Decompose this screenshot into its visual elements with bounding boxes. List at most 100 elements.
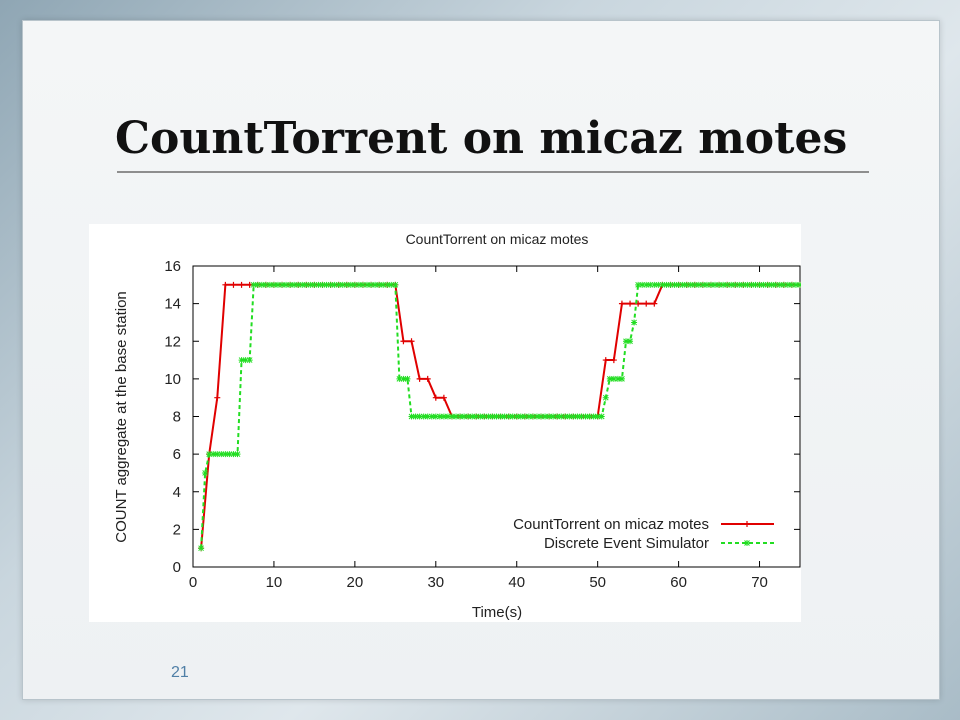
- data-point: [335, 281, 342, 288]
- data-point: [525, 413, 532, 420]
- data-point: [744, 540, 750, 546]
- data-point: [485, 413, 492, 420]
- data-point: [760, 281, 767, 288]
- data-point: [671, 281, 678, 288]
- data-point: [764, 281, 771, 288]
- data-point: [509, 413, 516, 420]
- data-point: [424, 413, 431, 420]
- y-tick-label: 12: [164, 333, 181, 350]
- data-point: [339, 281, 346, 288]
- data-point: [756, 281, 763, 288]
- slide: CountTorrent on micaz motes CountTorrent…: [22, 20, 940, 700]
- data-point: [400, 338, 407, 345]
- y-axis-label: COUNT aggregate at the base station: [113, 291, 130, 543]
- x-tick-label: 20: [347, 574, 364, 591]
- data-point: [327, 281, 334, 288]
- data-point: [784, 281, 791, 288]
- data-point: [250, 281, 257, 288]
- data-point: [311, 281, 318, 288]
- data-point: [372, 281, 379, 288]
- data-point: [355, 281, 362, 288]
- data-point: [234, 451, 241, 458]
- data-point: [533, 413, 540, 420]
- data-point: [343, 281, 350, 288]
- data-point: [481, 413, 488, 420]
- data-point: [246, 357, 253, 364]
- y-tick-label: 0: [173, 559, 181, 576]
- data-point: [424, 375, 431, 382]
- x-tick-label: 30: [427, 574, 444, 591]
- data-point: [513, 413, 520, 420]
- data-point: [347, 281, 354, 288]
- data-point: [416, 413, 423, 420]
- data-point: [303, 281, 310, 288]
- data-point: [465, 413, 472, 420]
- data-point: [780, 281, 787, 288]
- data-point: [538, 413, 545, 420]
- data-point: [453, 413, 460, 420]
- data-point: [574, 413, 581, 420]
- data-point: [238, 281, 245, 288]
- data-point: [432, 394, 439, 401]
- data-point: [368, 281, 375, 288]
- data-point: [582, 413, 589, 420]
- data-point: [416, 375, 423, 382]
- data-point: [432, 413, 439, 420]
- y-tick-label: 4: [173, 484, 181, 501]
- data-point: [400, 375, 407, 382]
- x-tick-label: 40: [508, 574, 525, 591]
- data-point: [517, 413, 524, 420]
- data-point: [542, 413, 549, 420]
- y-tick-label: 6: [173, 446, 181, 463]
- data-point: [222, 281, 229, 288]
- data-point: [695, 281, 702, 288]
- data-point: [388, 281, 395, 288]
- slide-number: 21: [171, 664, 189, 681]
- data-point: [699, 281, 706, 288]
- data-point: [772, 281, 779, 288]
- data-point: [748, 281, 755, 288]
- data-point: [287, 281, 294, 288]
- title-divider: [117, 171, 869, 173]
- data-point: [222, 451, 229, 458]
- series-layer: [198, 281, 803, 552]
- data-point: [469, 413, 476, 420]
- data-point: [323, 281, 330, 288]
- data-point: [687, 281, 694, 288]
- chart-panel: CountTorrent on micaz motes Time(s) COUN…: [89, 224, 803, 622]
- y-tick-label: 16: [164, 258, 181, 275]
- data-point: [618, 375, 625, 382]
- line-chart: CountTorrent on micaz motes Time(s) COUN…: [113, 231, 803, 621]
- data-point: [675, 281, 682, 288]
- data-point: [440, 413, 447, 420]
- data-point: [643, 300, 650, 307]
- data-point: [720, 281, 727, 288]
- data-point: [546, 413, 553, 420]
- data-point: [529, 413, 536, 420]
- x-axis-label: Time(s): [472, 604, 522, 621]
- data-point: [440, 394, 447, 401]
- data-point: [254, 281, 261, 288]
- y-tick-label: 10: [164, 371, 181, 388]
- data-point: [457, 413, 464, 420]
- data-point: [392, 281, 399, 288]
- data-point: [570, 413, 577, 420]
- data-point: [752, 281, 759, 288]
- data-point: [295, 281, 302, 288]
- data-point: [797, 281, 803, 288]
- legend-label: Discrete Event Simulator: [544, 535, 709, 552]
- data-point: [618, 300, 625, 307]
- x-tick-label: 0: [189, 574, 197, 591]
- data-point: [655, 281, 662, 288]
- data-point: [732, 281, 739, 288]
- data-point: [744, 281, 751, 288]
- data-point: [266, 281, 273, 288]
- data-point: [315, 281, 322, 288]
- data-point: [351, 281, 358, 288]
- data-point: [594, 413, 601, 420]
- data-point: [622, 338, 629, 345]
- data-point: [359, 281, 366, 288]
- data-point: [768, 281, 775, 288]
- data-point: [736, 281, 743, 288]
- data-point: [461, 413, 468, 420]
